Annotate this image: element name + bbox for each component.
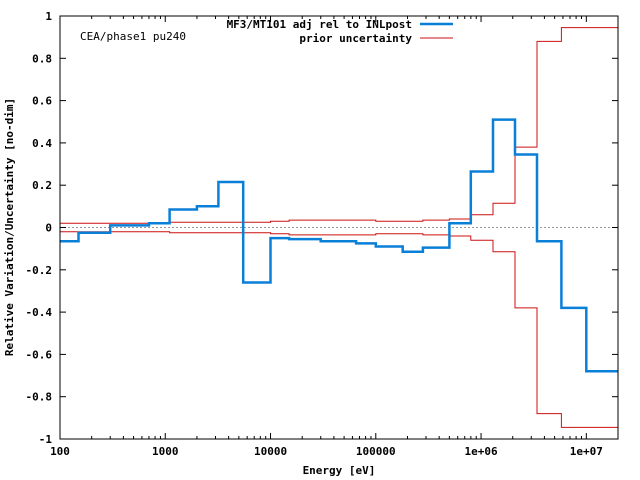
x-tick-label-2: 10000 [254,445,287,458]
ticks: 100 1000 10000 100000 1e+06 1e+07 1 0.8 0.6 0.4 0.… [26,10,619,458]
series-adjustment [60,118,618,373]
y-axis-label: Relative Variation/Uncertainty [no-dim] [3,98,16,356]
y-tick-label-4: 0.2 [32,179,52,192]
series-prior-uncertainty-lower [60,231,618,428]
series-group [60,27,618,428]
plot-border [59,15,619,440]
y-tick-label-3: 0.4 [32,137,52,150]
legend-label-0: MF3/MT101 adj rel to INLpost [227,18,412,31]
x-tick-label-4: 1e+06 [464,445,497,458]
y-tick-label-0: 1 [45,10,52,23]
x-tick-label-5: 1e+07 [570,445,603,458]
x-tick-label-3: 100000 [356,445,396,458]
x-tick-label-1: 1000 [152,445,179,458]
y-tick-label-10: -1 [39,433,53,446]
y-tick-label-7: -0.4 [26,306,53,319]
y-tick-label-2: 0.6 [32,95,52,108]
y-tick-label-1: 0.8 [32,52,52,65]
x-tick-label-0: 100 [50,445,70,458]
y-tick-label-9: -0.8 [26,391,53,404]
legend-label-1: prior uncertainty [299,32,412,45]
y-tick-label-6: -0.2 [26,264,53,277]
x-axis-label: Energy [eV] [303,464,376,477]
annotation: CEA/phase1 pu240 [80,30,186,43]
legend: MF3/MT101 adj rel to INLpost prior uncer… [227,18,453,45]
y-tick-label-5: 0 [45,222,52,235]
series-prior-uncertainty-upper [60,27,618,224]
y-tick-label-8: -0.6 [26,348,53,361]
